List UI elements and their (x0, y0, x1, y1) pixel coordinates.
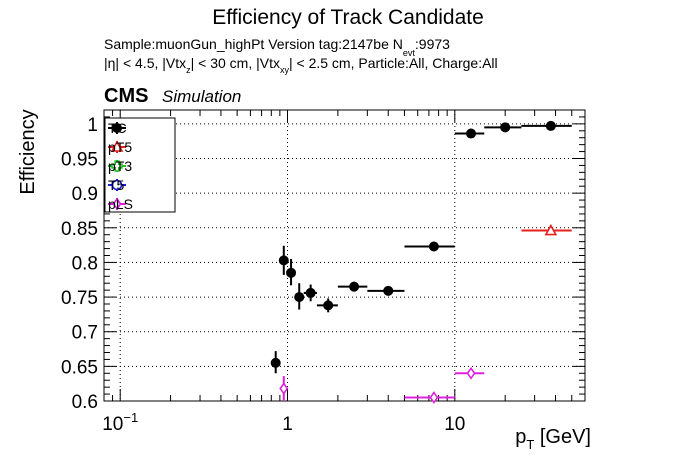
marker-pls (429, 391, 439, 404)
data-point-tc (484, 122, 522, 133)
marker-pt5 (544, 223, 558, 236)
legend-entry-pt5: pT5 (108, 139, 132, 155)
x-axis-label-sub: T (526, 437, 534, 452)
y-axis-label: Efficiency (17, 109, 39, 194)
marker-tc (500, 122, 511, 133)
subtitle-cut-mid: | < 30 cm, |Vtx (191, 55, 280, 71)
x-tick-label: 10−1 (102, 410, 138, 435)
legend-label-pt5: pT5 (108, 139, 132, 155)
data-point-tc (286, 258, 297, 286)
marker-tc (383, 285, 394, 296)
marker-tc (545, 120, 556, 131)
y-tick-label: 0.85 (61, 219, 98, 240)
x-axis-label: pT [GeV] (515, 426, 591, 452)
marker-tc (349, 281, 360, 292)
legend-marker-pt3 (111, 160, 123, 172)
legend-marker-pt5 (110, 140, 124, 152)
y-tick-label: 0.8 (72, 253, 98, 274)
data-point-tc (294, 283, 305, 310)
x-tick-label-base: 10 (102, 414, 123, 435)
subtitle-cut-eta: |η| < 4.5, |Vtx (104, 55, 186, 71)
y-tick-label: 0.7 (72, 323, 98, 344)
chart-title: Efficiency of Track Candidate (212, 6, 484, 29)
data-marks (270, 120, 572, 404)
marker-tc (294, 292, 305, 303)
marker-pls (466, 366, 476, 380)
subtitle-nevt-sub: evt (403, 48, 416, 58)
x-tick-label-exponent: −1 (123, 410, 138, 425)
y-tick-label: 0.6 (72, 392, 98, 413)
subtitle-sample-text: Sample:muonGun_highPt Version tag:2147be… (104, 36, 403, 52)
subtitle-cut-z-sub: z (186, 65, 191, 75)
legend-label-tc: TC (108, 120, 127, 136)
plot-frame (103, 109, 586, 402)
x-axis-label-p: p (515, 426, 526, 448)
x-axis-label-unit: [GeV] (534, 426, 591, 448)
subtitle-cut-end: | < 2.5 cm, Particle:All, Charge:All (289, 55, 498, 71)
data-point-pls (404, 391, 455, 404)
data-point-tc (521, 120, 572, 131)
plot-frame-rect (103, 109, 586, 402)
marker-tc (278, 255, 289, 266)
subtitle-cuts: |η| < 4.5, |Vtxz| < 30 cm, |Vtxxy| < 2.5… (104, 55, 498, 75)
data-point-tc (270, 351, 281, 374)
x-tick-label-base: 10 (444, 414, 465, 435)
y-tick-label: 1 (87, 115, 98, 136)
x-tick-label: 10 (444, 414, 465, 435)
subtitle-nevt-value: :9973 (415, 36, 450, 52)
x-tick-label-base: 1 (282, 414, 293, 435)
y-tick-label: 0.75 (61, 288, 98, 309)
data-point-pt5 (521, 223, 572, 236)
legend-entry-pls: pLS (108, 196, 133, 212)
subtitle-sample: Sample:muonGun_highPt Version tag:2147be… (104, 36, 450, 58)
marker-tc (305, 287, 316, 298)
y-tick-label: 0.9 (72, 184, 98, 205)
x-tick-label: 1 (282, 414, 293, 435)
legend-marker-t5 (111, 179, 123, 191)
data-point-tc (337, 281, 368, 292)
data-point-pls (279, 376, 289, 401)
cms-label: CMS (104, 85, 148, 107)
data-point-tc (278, 245, 289, 275)
subtitle-cut-xy-sub: xy (280, 65, 290, 75)
axis-ticks (103, 109, 586, 402)
marker-tc (466, 128, 477, 139)
legend-label-pt3: pT3 (108, 158, 132, 174)
data-point-tc (454, 128, 485, 139)
legend-entry-t5: T5 (108, 177, 126, 193)
data-point-tc (303, 284, 317, 302)
marker-tc (428, 241, 439, 252)
legend-entry-tc: TC (108, 120, 127, 136)
legend-entry-pt3: pT3 (108, 158, 132, 174)
y-tick-label: 0.95 (61, 150, 98, 171)
marker-tc (286, 267, 297, 278)
data-point-pls (454, 366, 485, 380)
marker-pls (279, 382, 289, 395)
legend-label-t5: T5 (108, 177, 125, 193)
legend-marker-pls (112, 197, 122, 211)
marker-tc (270, 357, 281, 368)
data-point-tc (367, 285, 405, 296)
legend: TC pT5 pT3 T5 pLS (104, 117, 176, 213)
data-point-tc (404, 241, 455, 252)
legend-marker-tc (112, 123, 122, 133)
marker-tc (323, 300, 334, 311)
grid-lines (104, 110, 585, 402)
legend-label-pls: pLS (108, 196, 133, 212)
y-tick-label: 0.65 (61, 357, 98, 378)
data-point-tc (316, 298, 338, 313)
simulation-label: Simulation (162, 87, 241, 106)
